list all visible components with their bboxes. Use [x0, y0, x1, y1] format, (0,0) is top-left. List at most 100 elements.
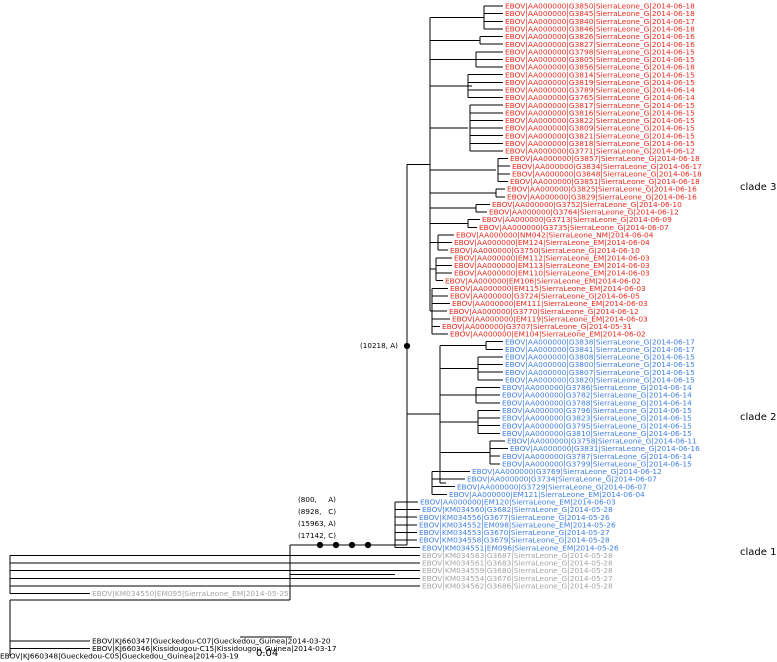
leaf-label: EBOV|AA000000|G3821|SierraLeone_G|2014-0…: [505, 131, 695, 140]
leaf-label: EBOV|KM034552|EM098|SierraLeone_EM|2014-…: [419, 520, 616, 529]
leaf-label: EBOV|AA000000|G3810|SierraLeone_G|2014-0…: [502, 429, 692, 438]
leaf-label: EBOV|AA000000|G3758|SierraLeone_G|2014-0…: [507, 437, 697, 446]
leaf-label: EBOV|AA000000|EM112|SierraLeone_EM|2014-…: [454, 253, 650, 262]
leaf-label: EBOV|AA000000|G3765|SierraLeone_G|2014-0…: [505, 93, 695, 102]
leaf-label: EBOV|AA000000|G3799|SierraLeone_G|2014-0…: [502, 459, 692, 468]
mutation-annotation-3: (15963, A): [298, 519, 336, 528]
leaf-label: EBOV|AA000000|G3809|SierraLeone_G|2014-0…: [505, 124, 695, 133]
leaf-label: EBOV|KM034553|G3670|SierraLeone_G|2014-0…: [419, 528, 610, 537]
mutation-dot: [316, 541, 324, 549]
mutation-dot: [403, 342, 411, 350]
leaf-label: EBOV|AA000000|EM111|SierraLeone_EM|2014-…: [452, 299, 648, 308]
leaf-label: EBOV|AA000000|G3769|SierraLeone_G|2014-0…: [472, 467, 662, 476]
leaf-label: EBOV|AA000000|EM115|SierraLeone_EM|2014-…: [450, 284, 646, 293]
leaf-label: EBOV|AA000000|EM104|SierraLeone_EM|2014-…: [450, 330, 646, 339]
leaf-label: EBOV|AA000000|G3735|SierraLeone_G|2014-0…: [479, 223, 669, 232]
leaf-label: EBOV|KM034551|EM096|SierraLeone_EM|2014-…: [422, 543, 619, 552]
mutation-annotation-1: (800, A): [298, 495, 336, 504]
clade-2-label: clade 2: [740, 412, 776, 423]
clade-3-label: clade 3: [740, 182, 776, 193]
leaf-label: EBOV|AA000000|G3818|SierraLeone_G|2014-0…: [505, 139, 695, 148]
scale-bar-label: 0.04: [256, 648, 278, 659]
leaf-label: EBOV|AA000000|G3807|SierraLeone_G|2014-0…: [505, 368, 695, 377]
leaf-label: EBOV|AA000000|G3823|SierraLeone_G|2014-0…: [502, 414, 692, 423]
leaf-label: EBOV|AA000000|G3800|SierraLeone_G|2014-0…: [505, 360, 695, 369]
leaf-label: EBOV|AA000000|G3808|SierraLeone_G|2014-0…: [505, 353, 695, 362]
leaf-label: EBOV|AA000000|G3782|SierraLeone_G|2014-0…: [502, 391, 692, 400]
leaf-label: EBOV|AA000000|G3817|SierraLeone_G|2014-0…: [505, 101, 695, 110]
leaf-label: EBOV|AA000000|G3825|SierraLeone_G|2014-0…: [507, 185, 697, 194]
leaf-label: EBOV|AA000000|G3788|SierraLeone_G|2014-0…: [502, 398, 692, 407]
leaf-label: EBOV|AA000000|EM121|SierraLeone_EM|2014-…: [449, 490, 645, 499]
leaf-label: EBOV|AA000000|G3831|SierraLeone_G|2014-0…: [510, 444, 700, 453]
mutation-dot: [332, 541, 340, 549]
mutation-annotation-2: (8928, C): [298, 507, 336, 516]
leaf-label: EBOV|AA000000|G3786|SierraLeone_G|2014-0…: [502, 383, 692, 392]
leaf-label: EBOV|AA000000|G3841|SierraLeone_G|2014-0…: [505, 345, 695, 354]
leaf-label: EBOV|AA000000|EM124|SierraLeone_EM|2014-…: [454, 238, 650, 247]
leaf-label: EBOV|AA000000|G3771|SierraLeone_G|2014-0…: [505, 147, 695, 156]
leaf-label: EBOV|AA000000|G3848|SierraLeone_G|2014-0…: [512, 169, 702, 178]
leaf-label: EBOV|KJ660348|Gueckedou-C05|Gueckedou_Gu…: [0, 652, 239, 661]
mutation-annotation-upper: (10218, A): [360, 341, 398, 350]
leaf-label: EBOV|AA000000|G3796|SierraLeone_G|2014-0…: [502, 406, 692, 415]
clade-1-label: clade 1: [740, 547, 776, 558]
leaf-label: EBOV|AA000000|G3857|SierraLeone_G|2014-0…: [510, 154, 700, 163]
leaf-label: EBOV|AA000000|G3750|SierraLeone_G|2014-0…: [450, 246, 640, 255]
leaf-label: EBOV|AA000000|G3795|SierraLeone_G|2014-0…: [502, 421, 692, 430]
mutation-annotation-4: (17142, C): [298, 531, 336, 540]
leaf-label: EBOV|AA000000|NM042|SierraLeone_NM|2014-…: [456, 231, 654, 240]
mutation-markers: [316, 342, 411, 549]
leaf-label: EBOV|AA000000|G3856|SierraLeone_G|2014-0…: [505, 63, 695, 72]
leaf-label: EBOV|AA000000|G3840|SierraLeone_G|2014-0…: [505, 17, 695, 26]
leaf-label: EBOV|KM034561|G3683|SierraLeone_G|2014-0…: [422, 559, 613, 568]
mutation-dot: [364, 541, 372, 549]
leaf-label: EBOV|AA000000|G3829|SierraLeone_G|2014-0…: [507, 192, 697, 201]
leaf-label: EBOV|AA000000|G3787|SierraLeone_G|2014-0…: [502, 452, 692, 461]
leaf-label: EBOV|AA000000|G3845|SierraLeone_G|2014-0…: [505, 9, 695, 18]
leaf-label: EBOV|AA000000|EM110|SierraLeone_EM|2014-…: [454, 269, 650, 278]
leaf-label: EBOV|AA000000|G3826|SierraLeone_G|2014-0…: [505, 32, 695, 41]
leaf-label: EBOV|AA000000|G3805|SierraLeone_G|2014-0…: [505, 55, 695, 64]
leaf-label: EBOV|AA000000|G3851|SierraLeone_G|2014-0…: [510, 177, 700, 186]
leaf-label: EBOV|AA000000|G3789|SierraLeone_G|2014-0…: [505, 86, 695, 95]
leaf-label: EBOV|AA000000|G3713|SierraLeone_G|2014-0…: [482, 215, 672, 224]
leaf-label: EBOV|KJ660346|Kissidougou-C15|Kissidougo…: [92, 644, 337, 653]
leaf-label: EBOV|AA000000|G3834|SierraLeone_G|2014-0…: [512, 162, 702, 171]
leaf-label: EBOV|AA000000|EM119|SierraLeone_EM|2014-…: [452, 314, 648, 323]
leaf-label: EBOV|KM034563|G3687|SierraLeone_G|2014-0…: [422, 551, 613, 560]
leaf-label: EBOV|AA000000|EM113|SierraLeone_EM|2014-…: [454, 261, 650, 270]
leaf-label: EBOV|KM034554|G3676|SierraLeone_G|2014-0…: [422, 574, 613, 583]
leaf-label: EBOV|AA000000|G3827|SierraLeone_G|2014-0…: [505, 40, 695, 49]
leaf-label: EBOV|AA000000|G3764|SierraLeone_G|2014-0…: [489, 208, 679, 217]
leaf-label: EBOV|AA000000|G3729|SierraLeone_G|2014-0…: [457, 482, 647, 491]
leaf-label: EBOV|AA000000|G3707|SierraLeone_G|2014-0…: [442, 322, 632, 331]
leaf-label: EBOV|KM034560|G3682|SierraLeone_G|2014-0…: [422, 505, 613, 514]
leaf-label: EBOV|AA000000|G3816|SierraLeone_G|2014-0…: [505, 108, 695, 117]
leaf-label: EBOV|AA000000|EM106|SierraLeone_EM|2014-…: [445, 276, 641, 285]
leaf-label: EBOV|AA000000|G3850|SierraLeone_G|2014-0…: [505, 2, 695, 11]
leaf-label: EBOV|KM034562|G3686|SierraLeone_G|2014-0…: [422, 581, 613, 590]
leaf-label: EBOV|KJ660347|Gueckedou-C07|Gueckedou_Gu…: [92, 637, 331, 646]
leaf-label: EBOV|AA000000|G3814|SierraLeone_G|2014-0…: [505, 70, 695, 79]
leaf-label: EBOV|AA000000|G3838|SierraLeone_G|2014-0…: [505, 337, 695, 346]
leaf-label: EBOV|KM034556|G3677|SierraLeone_G|2014-0…: [419, 513, 610, 522]
tree-branches: [9, 5, 510, 656]
leaf-label: EBOV|AA000000|G3724|SierraLeone_G|2014-0…: [450, 292, 640, 301]
leaf-label: EBOV|AA000000|G3819|SierraLeone_G|2014-0…: [505, 78, 695, 87]
mutation-dot: [348, 541, 356, 549]
leaf-label: EBOV|AA000000|G3770|SierraLeone_G|2014-0…: [449, 307, 639, 316]
leaf-label: EBOV|AA000000|G3846|SierraLeone_G|2014-0…: [505, 24, 695, 33]
leaf-label: EBOV|KM034550|EM095|SierraLeone_EM|2014-…: [92, 589, 289, 598]
leaf-label: EBOV|AA000000|G3752|SierraLeone_G|2014-0…: [492, 200, 682, 209]
leaf-label: EBOV|AA000000|G3734|SierraLeone_G|2014-0…: [467, 475, 657, 484]
leaf-label: EBOV|AA000000|G3822|SierraLeone_G|2014-0…: [505, 116, 695, 125]
leaf-label: EBOV|KM034558|G3679|SierraLeone_G|2014-0…: [419, 536, 610, 545]
leaf-labels: EBOV|AA000000|G3850|SierraLeone_G|2014-0…: [0, 2, 702, 661]
leaf-label: EBOV|AA000000|G3820|SierraLeone_G|2014-0…: [505, 375, 695, 384]
leaf-label: EBOV|AA000000|EM120|SierraLeone_EM|2014-…: [420, 498, 616, 507]
leaf-label: EBOV|KM034559|G3680|SierraLeone_G|2014-0…: [422, 566, 613, 575]
leaf-label: EBOV|AA000000|G3798|SierraLeone_G|2014-0…: [505, 47, 695, 56]
